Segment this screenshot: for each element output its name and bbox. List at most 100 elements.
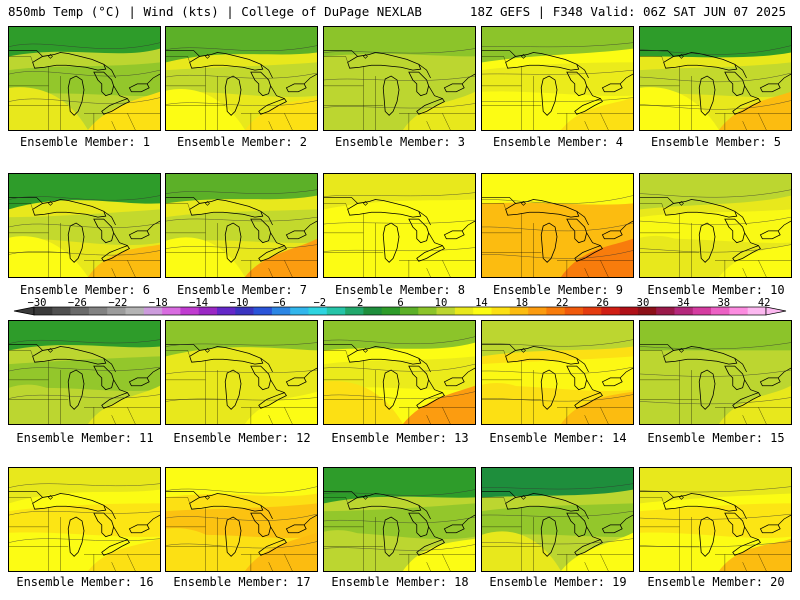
island-marker [521,201,526,206]
ensemble-member-label: Ensemble Member: 11 [16,431,154,445]
state-boundary [111,562,116,571]
ensemble-member-map [8,320,161,425]
ensemble-member-map [8,173,161,278]
ensemble-member-label: Ensemble Member: 6 [19,283,151,297]
country-border [324,197,475,246]
country-border [9,344,160,393]
temp-field-southeast [244,238,317,277]
wind-streamline [166,100,317,106]
wind-streamline [324,544,475,551]
ensemble-member-label: Ensemble Member: 3 [334,135,466,149]
country-border [166,197,317,246]
colorbar-swatch [674,307,694,315]
country-border [324,344,475,393]
lake-michigan-outline [382,369,400,410]
lake-superior-outline [32,52,107,71]
lake-ontario-outline [759,230,781,240]
ensemble-member-map [165,467,318,572]
ensemble-member-map [639,320,792,425]
wind-streamline [166,541,317,549]
colorbar-tick-label: 42 [757,297,771,309]
colorbar-swatch [546,307,565,315]
island-marker [363,201,368,206]
state-boundary [127,407,136,424]
island-marker [679,495,684,500]
state-boundary [127,554,136,571]
colorbar-swatch [711,307,730,315]
lake-michigan-outline [67,75,85,116]
wind-streamline [166,397,317,402]
ensemble-member-map-svg [166,174,317,277]
state-boundary [640,497,664,504]
chart-title: 850mb Temp (°C) | Wind (kts) | College o… [8,4,422,19]
ensemble-member-map-svg [640,174,791,277]
wind-streamline [324,516,475,524]
colorbar-swatch [308,307,328,315]
wind-streamline [640,342,791,350]
ensemble-member-label: Ensemble Member: 10 [647,283,785,297]
wind-streamline [324,391,475,399]
temp-field-north [166,321,317,357]
ensemble-member-map-svg [9,174,160,277]
colorbar-swatch [88,307,108,315]
lake-michigan-outline [224,369,242,410]
ensemble-member-map [639,173,792,278]
colorbar-swatch [619,307,639,315]
colorbar-tick-label: 30 [636,297,650,309]
state-boundary [324,350,348,357]
ensemble-member-map-svg [482,174,633,277]
wind-streamline [640,513,791,520]
lake-ontario-outline [285,83,307,93]
temp-field-north [640,468,791,504]
ensemble-member-map-svg [640,27,791,130]
colorbar-tick-label: 2 [357,297,364,309]
wind-streamline [640,189,791,198]
state-boundary [600,113,609,130]
colorbar-high-arrow [765,306,787,316]
country-border [482,344,633,393]
wind-streamline [324,192,475,197]
colorbar-swatch [528,307,547,315]
state-boundary [166,497,190,504]
colorbar-swatch [656,307,675,315]
state-boundary [640,56,664,63]
state-boundary [442,260,451,277]
lake-superior-outline [347,52,422,71]
lake-michigan-outline [698,222,716,263]
lake-ontario-outline [443,83,465,93]
temp-field-southeast [87,244,160,277]
ensemble-member-label: Ensemble Member: 2 [176,135,308,149]
island-marker [48,54,53,59]
state-boundary [442,407,451,424]
ensemble-member-map [323,320,476,425]
wind-streamline [324,219,475,225]
wind-streamline [166,216,317,222]
temp-field-southeast [560,97,633,130]
state-boundary [9,350,33,357]
state-boundary [640,350,664,357]
ensemble-member-map-svg [9,27,160,130]
temp-field-southeast [402,244,475,277]
country-border [640,344,791,393]
wind-streamline [324,75,475,81]
colorbar-swatch [381,307,401,315]
ensemble-member-map-svg [482,27,633,130]
ensemble-member-map-svg [9,468,160,571]
temp-field-north [482,27,633,63]
lake-michigan-outline [698,369,716,410]
state-boundary [284,407,293,424]
ensemble-member-label: Ensemble Member: 4 [492,135,624,149]
colorbar-tick-label: 34 [677,297,690,309]
lake-huron-outline [250,365,272,391]
temp-field-central [166,209,317,243]
state-boundary [111,415,116,424]
colorbar-swatch [491,307,511,315]
wind-streamline [9,483,160,488]
colorbar-swatch [436,307,456,315]
island-marker [679,348,684,353]
temp-field-southeast [87,538,160,571]
wind-streamline [9,97,160,104]
lake-ontario-outline [128,377,150,387]
state-boundary [600,407,609,424]
temp-field-north [324,27,475,57]
